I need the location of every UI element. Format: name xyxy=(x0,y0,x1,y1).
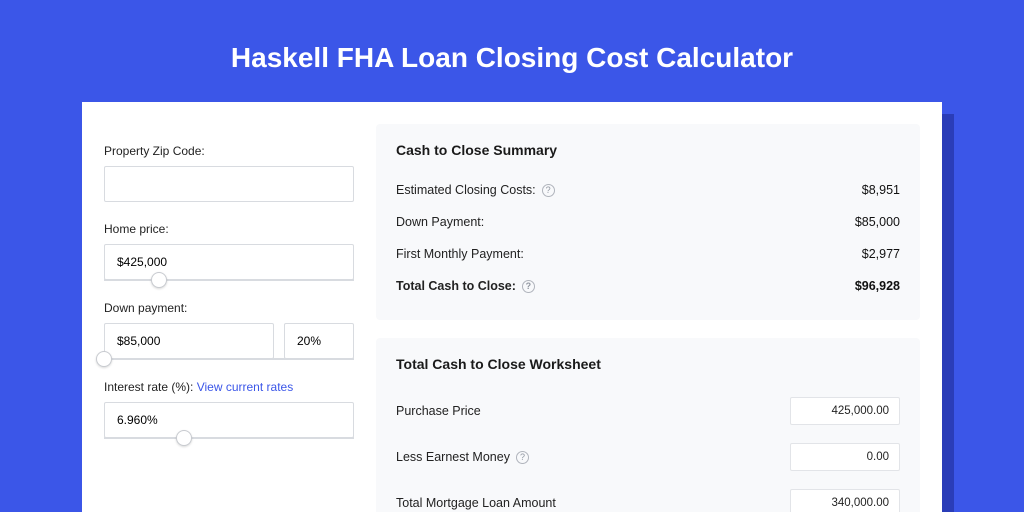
down-payment-slider-thumb[interactable] xyxy=(96,351,112,367)
view-rates-link[interactable]: View current rates xyxy=(197,380,294,394)
summary-title: Cash to Close Summary xyxy=(396,142,900,158)
page-title: Haskell FHA Loan Closing Cost Calculator xyxy=(0,0,1024,102)
summary-panel: Cash to Close Summary Estimated Closing … xyxy=(376,124,920,320)
home-price-slider-thumb[interactable] xyxy=(151,272,167,288)
down-payment-slider[interactable] xyxy=(104,358,354,360)
down-payment-label: Down payment: xyxy=(104,301,354,315)
down-payment-field-group: Down payment: xyxy=(104,301,354,360)
worksheet-row-label: Total Mortgage Loan Amount xyxy=(396,496,556,510)
help-icon[interactable]: ? xyxy=(542,184,555,197)
interest-input[interactable] xyxy=(104,402,354,438)
summary-row-label-text: Down Payment: xyxy=(396,215,484,229)
interest-label-text: Interest rate (%): xyxy=(104,380,193,394)
summary-row: Down Payment: $85,000 xyxy=(396,206,900,238)
zip-field-group: Property Zip Code: xyxy=(104,144,354,202)
interest-field-group: Interest rate (%): View current rates xyxy=(104,380,354,439)
card-container: Property Zip Code: Home price: Down paym… xyxy=(82,102,942,512)
home-price-slider[interactable] xyxy=(104,279,354,281)
down-payment-pct-input[interactable] xyxy=(284,323,354,359)
earnest-money-input[interactable] xyxy=(790,443,900,471)
home-price-label: Home price: xyxy=(104,222,354,236)
help-icon[interactable]: ? xyxy=(516,451,529,464)
worksheet-row: Purchase Price xyxy=(396,388,900,434)
summary-row: First Monthly Payment: $2,977 xyxy=(396,238,900,270)
summary-row-label: Down Payment: xyxy=(396,215,484,229)
summary-row-value: $2,977 xyxy=(862,247,900,261)
summary-row-label: Estimated Closing Costs: ? xyxy=(396,183,555,197)
worksheet-row: Less Earnest Money ? xyxy=(396,434,900,480)
summary-row-label: First Monthly Payment: xyxy=(396,247,524,261)
mortgage-loan-input[interactable] xyxy=(790,489,900,512)
summary-row-label-text: Total Cash to Close: xyxy=(396,279,516,293)
home-price-input[interactable] xyxy=(104,244,354,280)
calculator-card: Property Zip Code: Home price: Down paym… xyxy=(82,102,942,512)
summary-row-total: Total Cash to Close: ? $96,928 xyxy=(396,270,900,302)
summary-row-value: $96,928 xyxy=(855,279,900,293)
summary-row-label-text: Estimated Closing Costs: xyxy=(396,183,536,197)
worksheet-panel: Total Cash to Close Worksheet Purchase P… xyxy=(376,338,920,512)
summary-row-label-text: First Monthly Payment: xyxy=(396,247,524,261)
interest-slider-thumb[interactable] xyxy=(176,430,192,446)
summary-row: Estimated Closing Costs: ? $8,951 xyxy=(396,174,900,206)
worksheet-row-label: Purchase Price xyxy=(396,404,481,418)
worksheet-row-label-text: Less Earnest Money xyxy=(396,450,510,464)
worksheet-title: Total Cash to Close Worksheet xyxy=(396,356,900,372)
worksheet-row-label-text: Total Mortgage Loan Amount xyxy=(396,496,556,510)
worksheet-row-label: Less Earnest Money ? xyxy=(396,450,529,464)
down-payment-input[interactable] xyxy=(104,323,274,359)
summary-row-value: $8,951 xyxy=(862,183,900,197)
zip-input[interactable] xyxy=(104,166,354,202)
home-price-field-group: Home price: xyxy=(104,222,354,281)
worksheet-row-label-text: Purchase Price xyxy=(396,404,481,418)
summary-row-value: $85,000 xyxy=(855,215,900,229)
worksheet-row: Total Mortgage Loan Amount xyxy=(396,480,900,512)
form-column: Property Zip Code: Home price: Down paym… xyxy=(104,124,354,512)
zip-label: Property Zip Code: xyxy=(104,144,354,158)
interest-slider[interactable] xyxy=(104,437,354,439)
help-icon[interactable]: ? xyxy=(522,280,535,293)
purchase-price-input[interactable] xyxy=(790,397,900,425)
interest-label: Interest rate (%): View current rates xyxy=(104,380,354,394)
results-column: Cash to Close Summary Estimated Closing … xyxy=(376,124,920,512)
summary-row-label: Total Cash to Close: ? xyxy=(396,279,535,293)
